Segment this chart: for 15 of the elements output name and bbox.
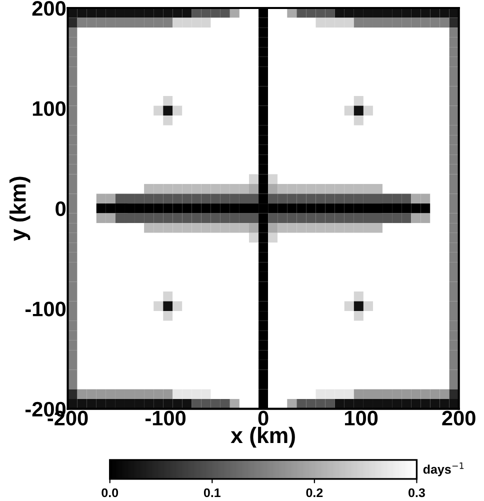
y-axis-title: y (km): [10, 176, 30, 241]
color-bar-label: 0.0: [102, 488, 118, 498]
x-tick-label: 0: [258, 410, 268, 426]
color-bar-label: 0.2: [306, 488, 323, 498]
x-tick-label: -100: [145, 410, 186, 426]
x-tick-label: 100: [345, 410, 378, 426]
y-tick-label: 100: [32, 101, 66, 116]
y-tick-label: -100: [25, 302, 66, 316]
y-tick-label: 0: [56, 201, 66, 216]
color-bar-label: 0.1: [204, 488, 220, 498]
x-tick-label: 200: [442, 410, 476, 426]
x-axis-title: x (km): [230, 426, 295, 448]
color-bar-title: days$^{−1}$: [423, 462, 464, 476]
y-tick-label: 200: [32, 1, 66, 16]
color-bar-label: 0.3: [408, 488, 425, 498]
